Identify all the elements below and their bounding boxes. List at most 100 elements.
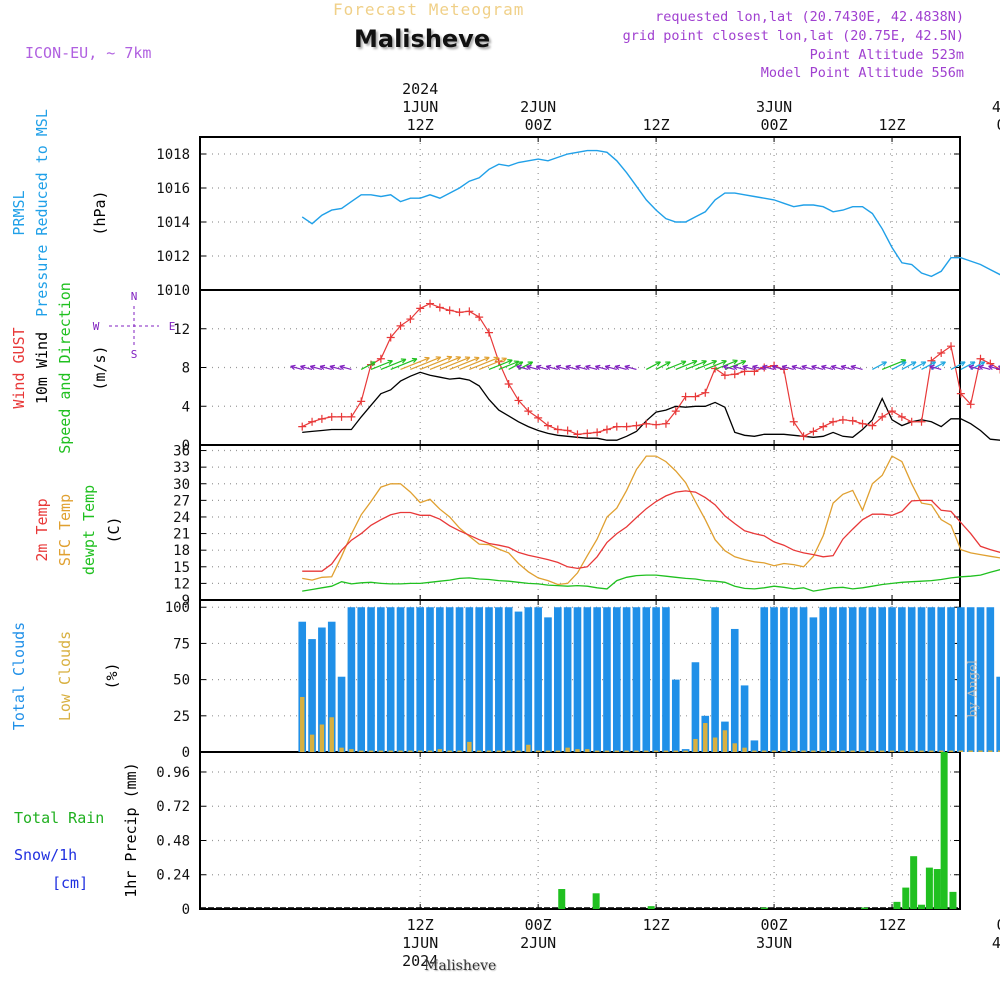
panel-precip: [199, 751, 961, 910]
total-cloud-bar: [436, 607, 444, 752]
wind-direction-arrow: [565, 364, 578, 371]
xtick-label-top: 12Z: [407, 116, 434, 134]
arrow-head: [370, 361, 376, 367]
arrow-shaft: [555, 365, 568, 371]
total-cloud-bar: [377, 607, 385, 752]
wind-direction-arrow: [360, 361, 376, 370]
arrow-head: [701, 360, 707, 366]
arrow-head: [424, 356, 430, 362]
gust-marker: [347, 412, 356, 421]
low-cloud-bar: [948, 750, 954, 752]
arrow-head: [680, 360, 687, 366]
xtick-label-bottom: 00Z: [996, 916, 1000, 934]
gust-marker: [661, 419, 670, 428]
gust-marker: [829, 417, 838, 426]
precip-bar: [910, 856, 918, 909]
arrow-head: [329, 364, 335, 371]
total-cloud-bar: [298, 621, 307, 752]
low-cloud-bar: [889, 750, 895, 752]
total-cloud-bar: [612, 607, 621, 752]
precip-bar: [558, 889, 566, 909]
ytick-label: 15: [173, 560, 190, 576]
total-cloud-bar: [554, 607, 562, 752]
total-cloud-bar: [829, 607, 837, 752]
gust-marker: [789, 417, 798, 426]
arrow-shaft: [742, 365, 755, 371]
arrow-head: [940, 361, 946, 367]
total-cloud-bar: [544, 617, 552, 752]
low-cloud-bar: [329, 717, 334, 752]
arrow-shaft: [811, 365, 824, 371]
gust-marker: [445, 306, 454, 315]
total-cloud-bar: [534, 607, 542, 752]
ylabel-low-clouds: Low Clouds: [56, 631, 74, 721]
arrow-shaft: [911, 361, 927, 370]
ytick-label: 18: [173, 543, 190, 559]
ylabel-dewpt: dewpt Temp: [80, 485, 98, 575]
arrow-shaft: [605, 365, 617, 371]
ytick-label: 30: [173, 477, 190, 493]
gust-marker: [612, 422, 621, 431]
wind-direction-arrow: [410, 356, 442, 370]
low-cloud-bar: [349, 749, 354, 752]
gust-marker: [652, 420, 661, 429]
total-cloud-bar: [357, 607, 366, 752]
low-cloud-bar: [496, 750, 502, 752]
total-cloud-bar: [524, 607, 533, 752]
total-cloud-bar: [485, 607, 493, 752]
wind-direction-arrow: [840, 364, 853, 371]
arrow-shaft: [624, 365, 637, 371]
low-cloud-bar: [811, 750, 816, 752]
low-cloud-bar: [624, 750, 629, 752]
arrow-head: [811, 364, 817, 371]
total-cloud-bar: [848, 607, 857, 752]
ytick-label: 1010: [156, 283, 190, 299]
arrow-shaft: [850, 365, 863, 371]
arrow-head: [742, 364, 748, 371]
precip-bar: [592, 893, 600, 909]
low-cloud-bar: [929, 750, 934, 752]
wind-direction-arrow: [705, 359, 727, 370]
total-cloud-bar: [986, 607, 995, 752]
gust-marker: [416, 304, 425, 313]
low-cloud-bar: [703, 723, 708, 752]
arrow-shaft: [791, 365, 804, 371]
arrow-shaft: [872, 361, 887, 370]
arrow-head: [446, 355, 453, 361]
xtick-label-top: 00Z: [525, 116, 552, 134]
ytick-label: 12: [173, 576, 190, 592]
low-cloud-bar: [408, 750, 413, 752]
arrow-head: [821, 364, 827, 371]
wind-direction-arrow: [791, 364, 804, 371]
arrow-head: [721, 359, 727, 366]
total-cloud-bar: [563, 607, 572, 752]
low-cloud-bar: [771, 750, 777, 752]
wind-direction-arrow: [752, 364, 765, 371]
total-cloud-bar: [386, 607, 395, 752]
precip-bar: [933, 869, 941, 909]
wind-direction-arrow: [968, 364, 981, 371]
gust-marker: [966, 400, 975, 409]
gust-marker: [583, 429, 592, 438]
arrow-head: [978, 364, 984, 371]
ytick-label: 21: [173, 527, 190, 543]
arrow-head: [881, 361, 887, 367]
wind-direction-arrow: [872, 361, 887, 370]
ylabel-direction: Speed and Direction: [56, 282, 74, 454]
wind-direction-arrow: [911, 361, 927, 370]
wind-direction-arrow: [575, 364, 588, 371]
low-cloud-bar: [899, 750, 905, 752]
total-cloud-bar: [642, 607, 651, 752]
ytick-label: 1014: [156, 215, 190, 231]
ylabel-gust: Wind GUST: [10, 327, 28, 408]
xtick-label-top: 2024: [402, 80, 438, 98]
arrow-shaft: [380, 358, 407, 370]
gust-marker: [455, 308, 464, 317]
low-cloud-bar: [840, 750, 846, 752]
total-cloud-bar: [858, 607, 867, 752]
total-cloud-bar: [996, 676, 1000, 752]
gust-marker: [750, 367, 759, 376]
xtick-label-top: 1JUN: [402, 98, 438, 116]
low-cloud-bar: [742, 747, 747, 752]
low-cloud-bar: [830, 750, 836, 752]
